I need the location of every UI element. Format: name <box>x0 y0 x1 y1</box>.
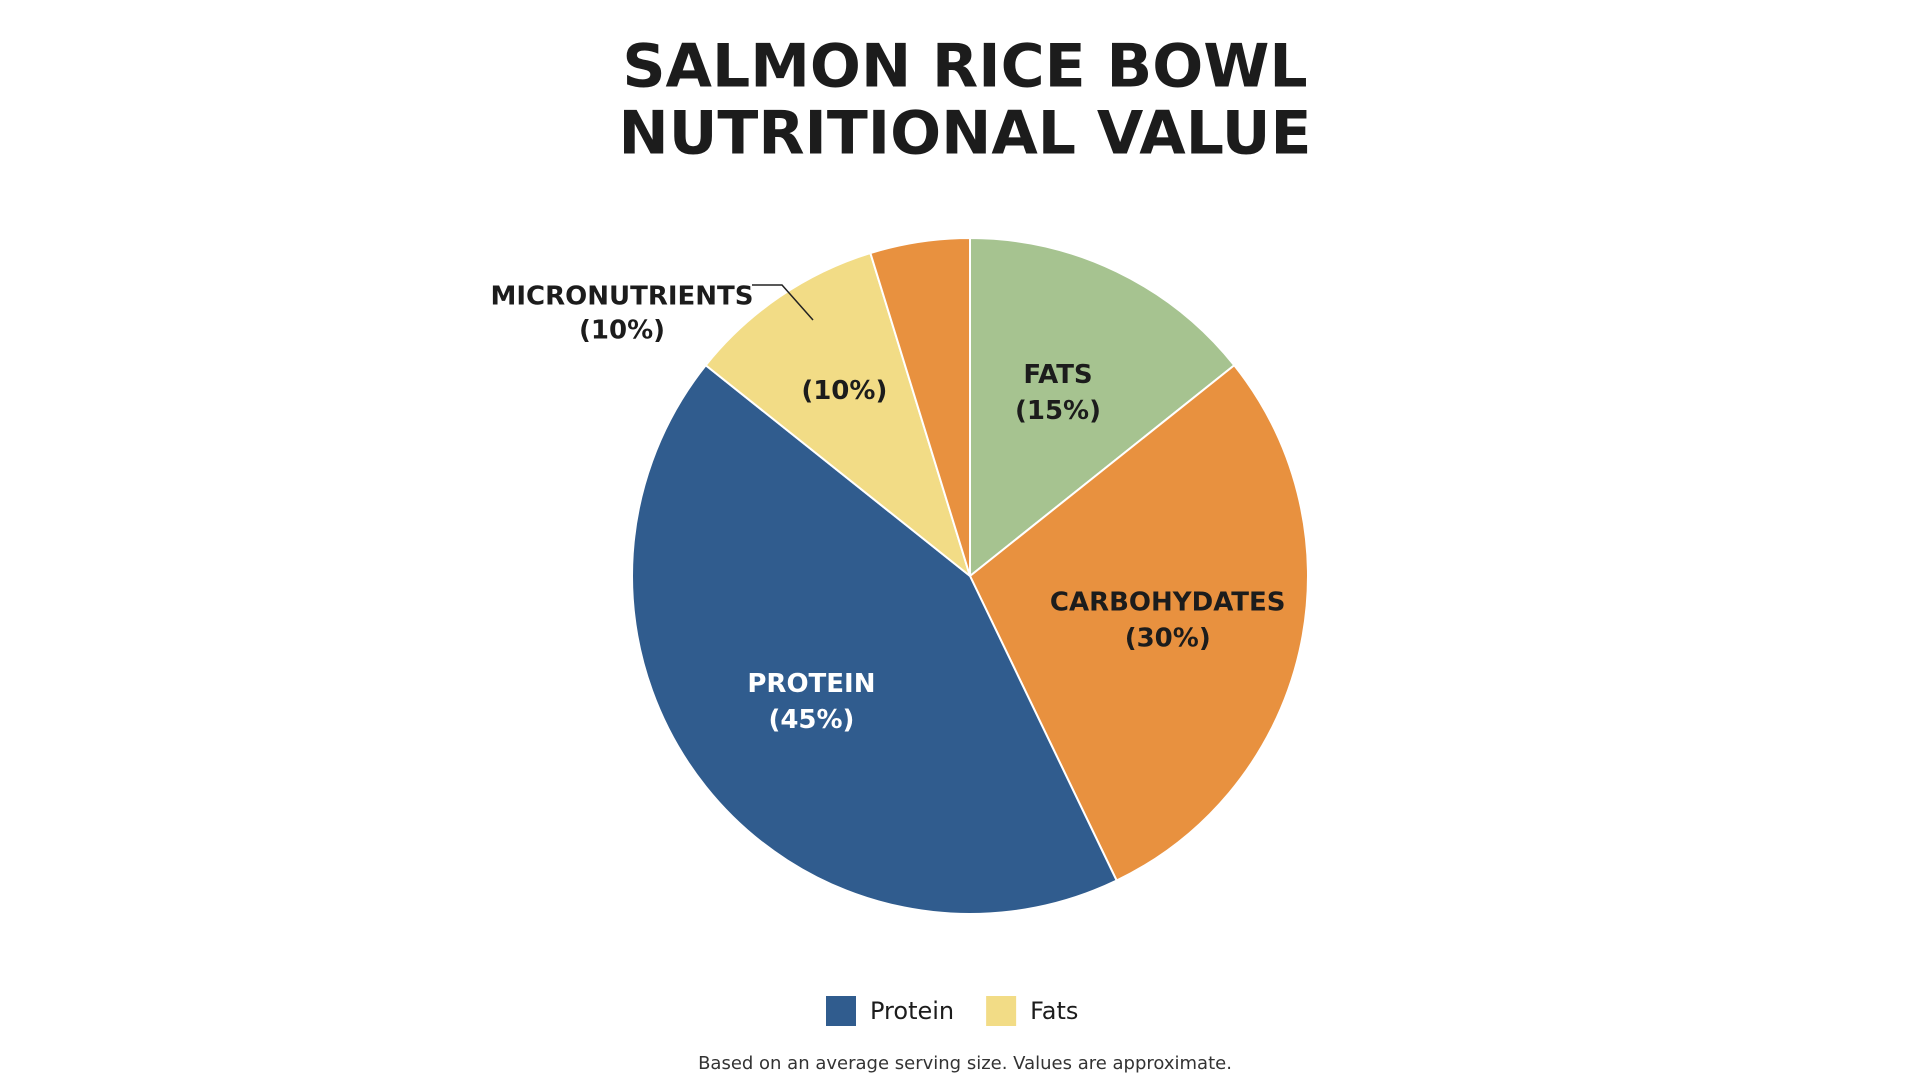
legend-swatch <box>826 996 856 1026</box>
footnote: Based on an average serving size. Values… <box>698 1053 1232 1074</box>
chart-title: NUTRITIONAL VALUE <box>618 99 1311 169</box>
slice-value-label: (15%) <box>1015 396 1101 426</box>
chart-title: SALMON RICE BOWL <box>622 32 1307 102</box>
slice-label: PROTEIN <box>747 669 875 699</box>
slice-label: CARBOHYDATES <box>1050 588 1286 618</box>
slice-label: FATS <box>1023 360 1092 390</box>
pie-slice <box>631 363 1118 915</box>
legend-swatch <box>986 996 1017 1026</box>
legend-label: Fats <box>1030 997 1078 1025</box>
leader-line <box>752 284 814 321</box>
slice-value-label: (45%) <box>768 705 854 735</box>
pie-slice <box>704 251 972 579</box>
pie-slice <box>869 236 971 577</box>
pie-slice <box>968 363 1309 882</box>
pie-slice <box>969 236 1236 579</box>
slice-value-label: (30%) <box>1125 624 1211 654</box>
callout-label: MICRONUTRIENTS <box>490 282 753 312</box>
legend-label: Protein <box>870 997 954 1025</box>
callout-value: (10%) <box>579 316 665 346</box>
slice-value-label: (10%) <box>801 376 887 406</box>
